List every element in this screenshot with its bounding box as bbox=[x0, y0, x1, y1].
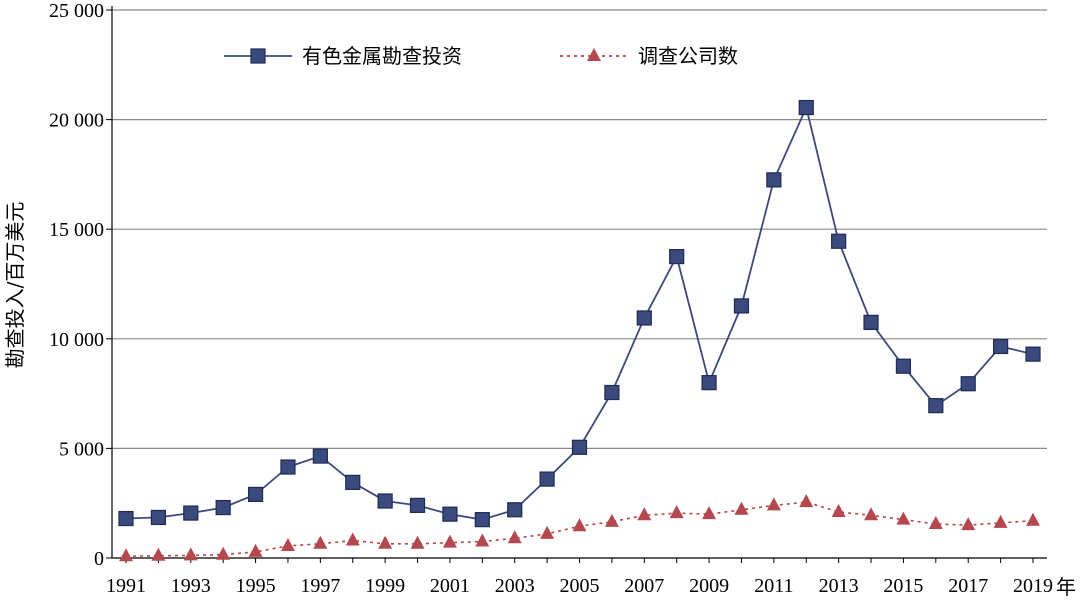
data-point bbox=[993, 338, 1009, 355]
data-point bbox=[539, 471, 555, 487]
data-point bbox=[604, 513, 619, 527]
x-tick-labels: 1991 1993 1995 1997 1999 2001 2003 2005 2007 2009… bbox=[106, 575, 1053, 597]
data-point bbox=[604, 384, 620, 401]
data-point bbox=[636, 310, 652, 326]
y-tick-label: 0 bbox=[94, 548, 104, 570]
data-point bbox=[442, 534, 457, 548]
x-tick-label: 1997 bbox=[300, 575, 340, 597]
data-point bbox=[280, 459, 296, 475]
data-point bbox=[150, 509, 166, 526]
data-point bbox=[216, 546, 231, 560]
x-tick-label: 2015 bbox=[883, 575, 923, 597]
data-point bbox=[928, 516, 943, 530]
data-point bbox=[669, 505, 684, 519]
data-point bbox=[1025, 346, 1041, 362]
data-point bbox=[831, 503, 846, 517]
data-point bbox=[475, 533, 490, 547]
data-point bbox=[183, 505, 199, 521]
data-point bbox=[993, 514, 1008, 528]
y-tick-labels: 0 5 000 10 000 15 000 20 000 25 000 bbox=[49, 0, 104, 570]
x-tick-label: 2003 bbox=[495, 575, 535, 597]
data-point bbox=[637, 507, 652, 521]
y-tick-label: 20 000 bbox=[49, 110, 104, 132]
data-point bbox=[928, 398, 944, 414]
data-point bbox=[799, 494, 814, 508]
x-tick-label: 1991 bbox=[106, 575, 146, 597]
data-point bbox=[734, 501, 749, 515]
data-point bbox=[701, 375, 717, 391]
data-point bbox=[961, 517, 976, 531]
x-tick-label: 1999 bbox=[365, 575, 405, 597]
series-line bbox=[125, 104, 1034, 521]
data-point bbox=[313, 535, 328, 549]
data-point bbox=[507, 530, 522, 544]
data-point bbox=[409, 497, 426, 513]
legend-item-2: 调查公司数 bbox=[560, 44, 738, 68]
data-point bbox=[248, 543, 263, 557]
x-tick-label: 2007 bbox=[624, 575, 664, 597]
x-tick-label: 2009 bbox=[689, 575, 729, 597]
legend-marker bbox=[250, 48, 266, 64]
x-tick-label: 2019 bbox=[1013, 575, 1053, 597]
data-point bbox=[118, 510, 134, 527]
data-point bbox=[798, 99, 814, 116]
data-point bbox=[766, 497, 781, 511]
data-point bbox=[151, 547, 166, 561]
data-point bbox=[507, 502, 523, 518]
data-point bbox=[183, 547, 198, 561]
data-point bbox=[702, 506, 717, 520]
series-2 bbox=[119, 494, 1040, 562]
x-tick-label: 2017 bbox=[948, 575, 988, 597]
data-point bbox=[119, 548, 133, 562]
series-group bbox=[118, 99, 1041, 562]
legend: 有色金属勘查投资 调查公司数 bbox=[224, 44, 738, 68]
y-tick-label: 5 000 bbox=[59, 438, 104, 460]
x-tick-label: 2013 bbox=[819, 575, 859, 597]
data-point bbox=[247, 486, 264, 503]
x-tick-label: 1993 bbox=[171, 575, 211, 597]
data-point bbox=[766, 172, 782, 188]
series-1 bbox=[118, 99, 1041, 528]
data-point bbox=[540, 525, 555, 539]
data-point bbox=[960, 376, 976, 392]
data-point bbox=[312, 448, 328, 464]
axes bbox=[106, 6, 1047, 563]
y-tick-label: 10 000 bbox=[49, 329, 104, 351]
data-point bbox=[733, 298, 750, 314]
data-point bbox=[215, 499, 231, 516]
legend-item-1: 有色金属勘查投资 bbox=[224, 44, 462, 68]
legend-label: 有色金属勘查投资 bbox=[302, 44, 462, 68]
data-point bbox=[895, 358, 912, 374]
x-tick-label: 1995 bbox=[236, 575, 276, 597]
x-axis-unit: 年 bbox=[1056, 575, 1076, 599]
data-point bbox=[572, 518, 587, 532]
grid bbox=[112, 9, 1047, 449]
data-point bbox=[280, 537, 295, 551]
legend-label: 调查公司数 bbox=[638, 44, 738, 68]
x-tick-label: 2011 bbox=[754, 575, 793, 597]
data-point bbox=[831, 233, 847, 249]
data-point bbox=[378, 535, 393, 549]
data-point bbox=[410, 535, 425, 549]
data-point bbox=[442, 506, 458, 522]
y-tick-label: 25 000 bbox=[49, 0, 104, 22]
x-tick-label: 2001 bbox=[430, 575, 470, 597]
data-point bbox=[863, 314, 879, 330]
data-point bbox=[345, 474, 361, 490]
data-point bbox=[864, 507, 879, 521]
data-point bbox=[669, 249, 685, 265]
y-tick-label: 15 000 bbox=[49, 219, 104, 241]
legend-marker bbox=[587, 48, 601, 61]
y-axis-label: 勘查投入/百万美元 bbox=[3, 202, 27, 369]
x-tick-label: 2005 bbox=[560, 575, 600, 597]
data-point bbox=[377, 493, 393, 509]
data-point bbox=[896, 511, 911, 525]
data-point bbox=[474, 512, 490, 528]
data-point bbox=[1026, 512, 1040, 526]
data-point bbox=[571, 439, 588, 455]
data-point bbox=[345, 532, 360, 546]
